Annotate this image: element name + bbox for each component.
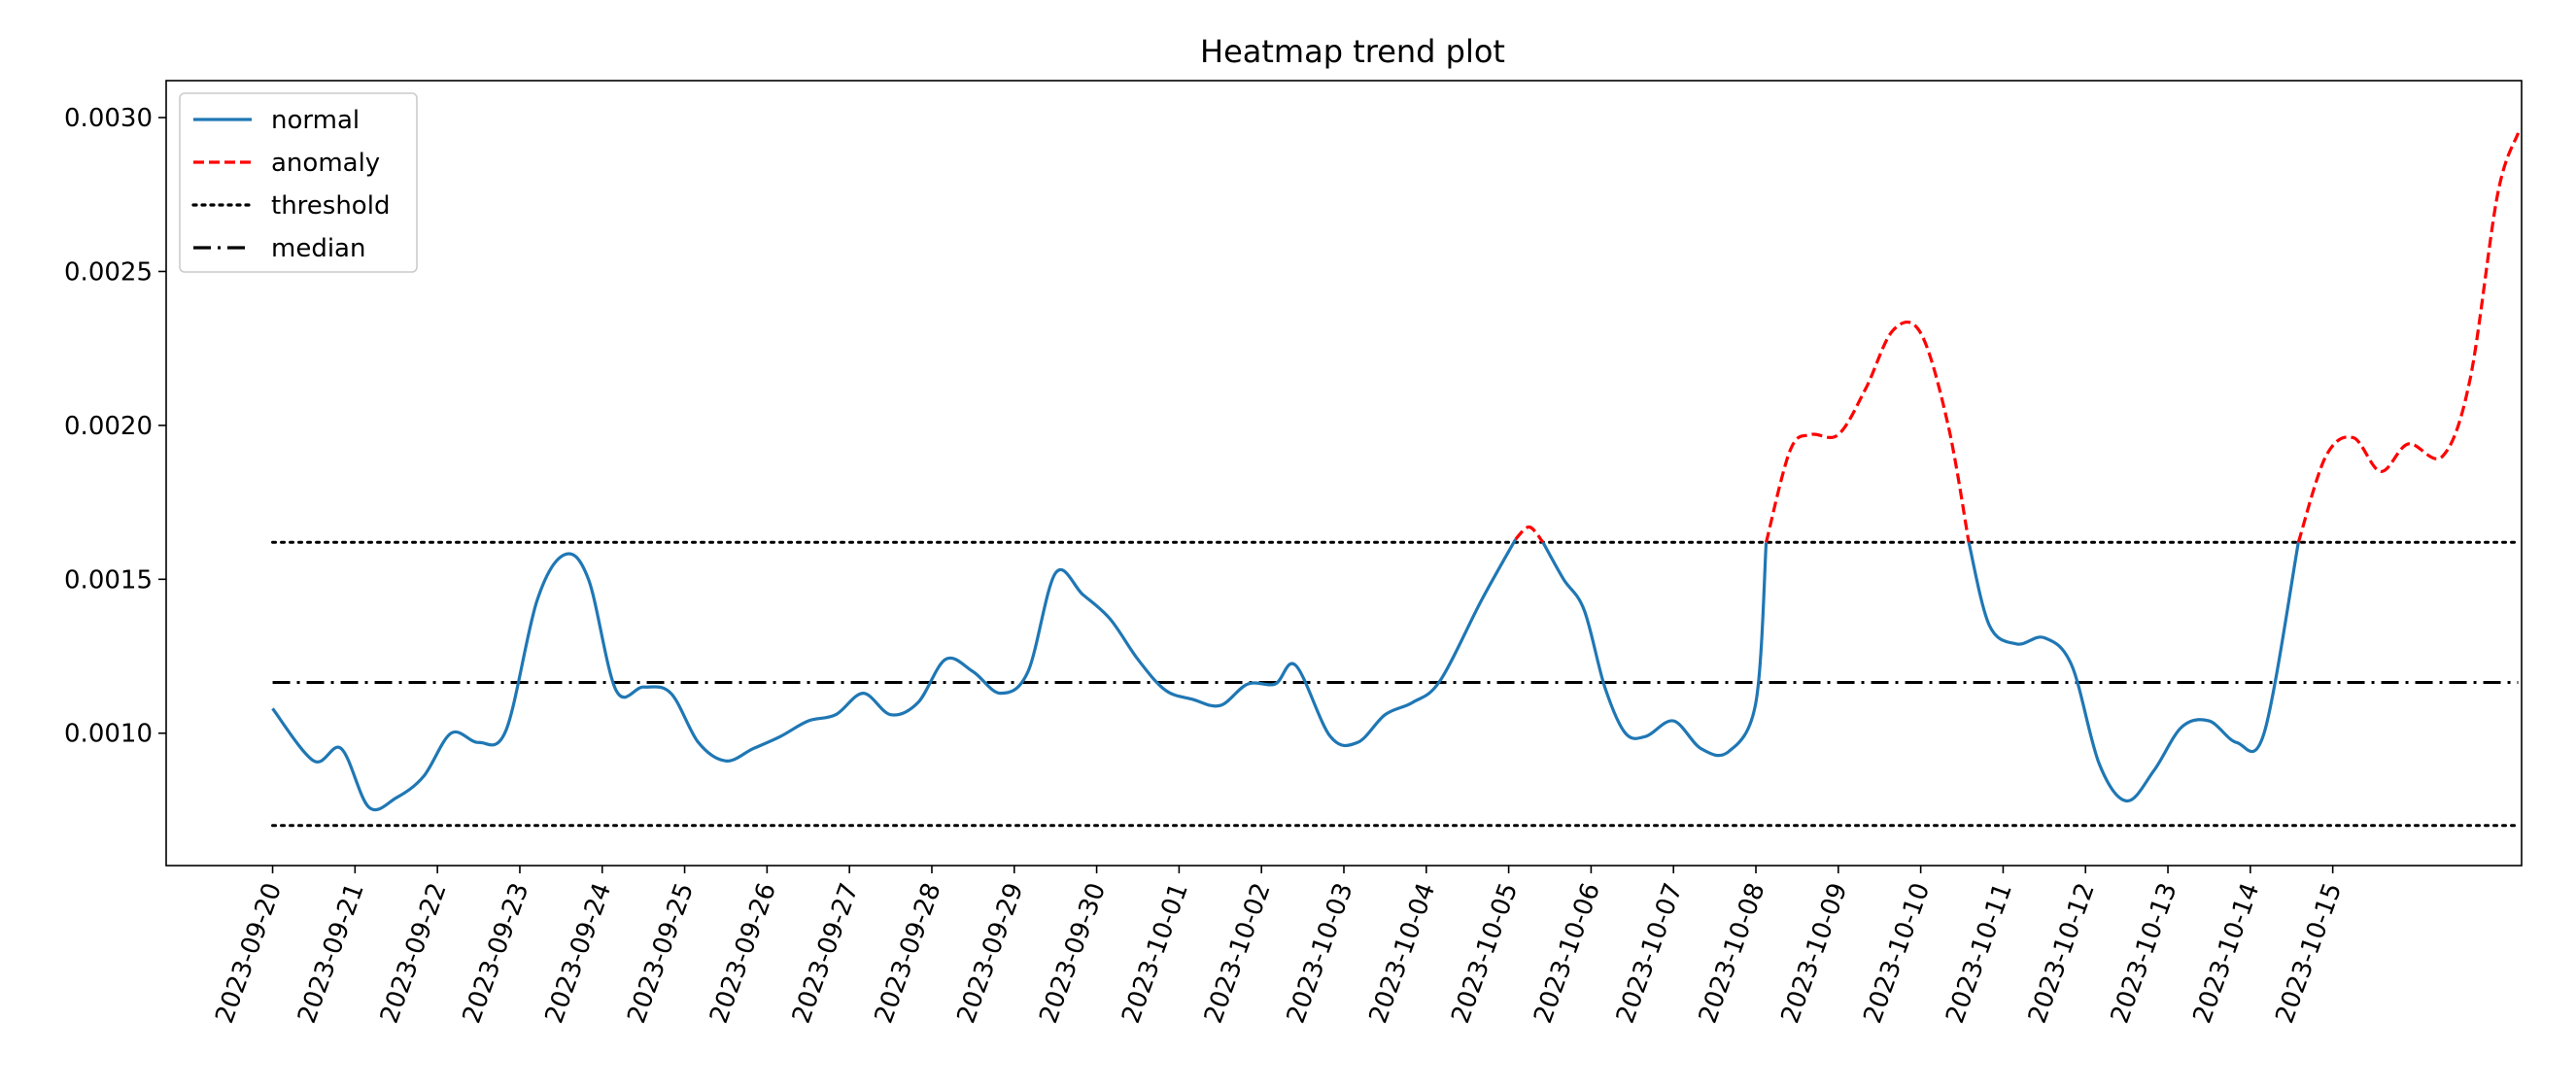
series-line-normal-4 — [1967, 541, 2300, 803]
series-line-anomaly-3 — [1765, 320, 1971, 543]
x-tick-label: 2023-09-24 — [539, 879, 617, 1027]
x-tick-label: 2023-09-30 — [1034, 879, 1112, 1027]
chart-title: Heatmap trend plot — [1200, 33, 1505, 70]
y-tick-label: 0.0015 — [64, 565, 153, 595]
series-line-normal-1 — [1541, 541, 1769, 758]
x-tick-label: 2023-10-06 — [1528, 879, 1606, 1027]
x-tick-label: 2023-10-05 — [1446, 879, 1524, 1027]
x-tick-label: 2023-09-20 — [210, 879, 288, 1027]
x-tick-label: 2023-10-10 — [1858, 879, 1936, 1027]
legend-label-normal: normal — [271, 106, 360, 135]
x-tick-label: 2023-09-25 — [622, 879, 700, 1027]
x-tick-label: 2023-10-14 — [2188, 879, 2266, 1027]
y-tick-label: 0.0025 — [64, 257, 153, 287]
series-line-anomaly-5 — [2296, 132, 2521, 543]
axes: 2023-09-20 2023-09-21 2023-09-22 2023-09-23… — [64, 80, 2523, 1027]
x-tick-label: 2023-09-27 — [787, 879, 865, 1027]
x-tick-label: 2023-10-15 — [2270, 879, 2348, 1027]
legend-label-median: median — [271, 234, 365, 263]
y-tick-label: 0.0030 — [64, 104, 153, 133]
series-line-anomaly-2 — [1514, 525, 1545, 544]
x-tick-label: 2023-10-09 — [1776, 879, 1854, 1027]
series-line-normal-0 — [271, 538, 1518, 812]
legend-label-threshold: threshold — [271, 191, 390, 221]
x-tick-label: 2023-10-01 — [1116, 879, 1194, 1027]
y-tick-label: 0.0010 — [64, 720, 153, 749]
y-tick-label: 0.0020 — [64, 412, 153, 441]
legend-label-anomaly: anomaly — [271, 149, 380, 178]
x-tick-label: 2023-10-02 — [1199, 879, 1277, 1027]
legend-box — [179, 92, 418, 273]
x-tick-label: 2023-10-07 — [1611, 879, 1689, 1027]
x-tick-label: 2023-10-03 — [1282, 879, 1359, 1027]
x-tick-label: 2023-09-21 — [292, 879, 370, 1027]
x-tick-label: 2023-10-13 — [2106, 879, 2183, 1027]
x-tick-label: 2023-10-08 — [1694, 879, 1771, 1027]
plot-area — [271, 132, 2521, 828]
x-tick-label: 2023-10-04 — [1364, 879, 1442, 1027]
x-tick-label: 2023-09-29 — [951, 879, 1029, 1027]
x-tick-label: 2023-09-26 — [704, 879, 782, 1027]
x-tick-label: 2023-10-12 — [2023, 879, 2101, 1027]
legend: normal anomaly threshold median — [179, 92, 418, 273]
x-tick-label: 2023-10-11 — [1941, 879, 2018, 1027]
x-tick-label: 2023-09-22 — [375, 879, 453, 1027]
x-tick-label: 2023-09-23 — [458, 879, 535, 1027]
x-tick-label: 2023-09-28 — [870, 879, 947, 1027]
